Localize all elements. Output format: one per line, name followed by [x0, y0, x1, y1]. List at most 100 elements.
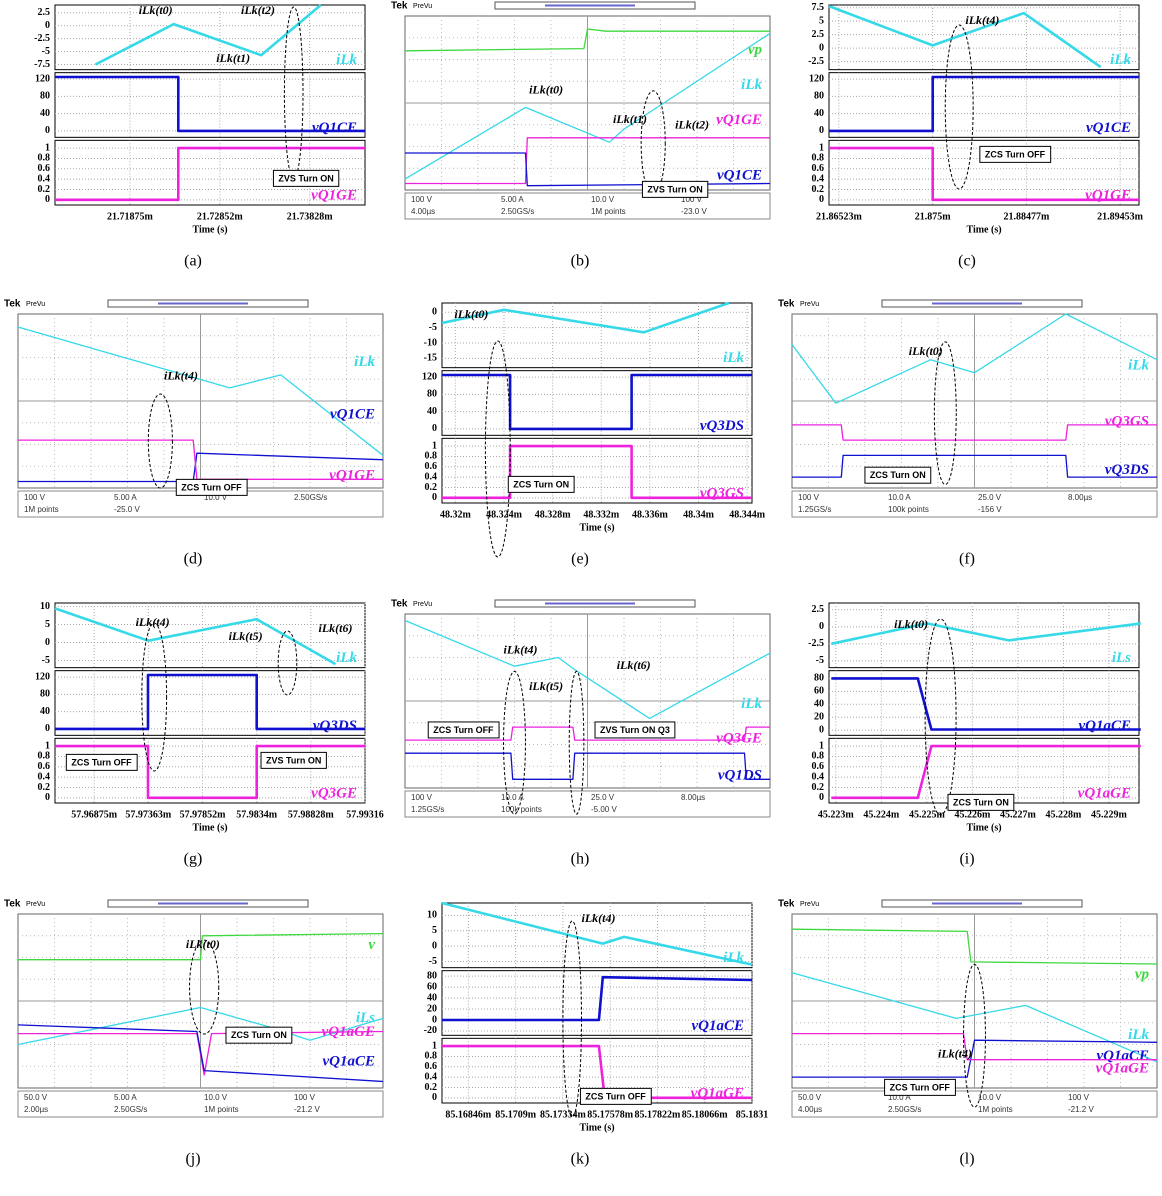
series-label: vQ1DS — [718, 767, 762, 783]
y-tick-label: -2.5 — [808, 56, 824, 67]
x-axis-title: Time (s) — [192, 822, 227, 833]
scope-info: 1.25GS/s — [798, 505, 831, 514]
y-tick-label: 0 — [45, 125, 50, 136]
x-tick-label: 57.98828m — [288, 809, 335, 820]
annotation: iLk(t4) — [582, 911, 616, 925]
y-tick-label: -10 — [424, 337, 437, 348]
scope-info-box — [405, 791, 770, 817]
x-tick-label: 21.71875m — [107, 211, 154, 222]
scope-mode: PreVu — [26, 901, 45, 908]
y-tick-label: 80 — [40, 91, 50, 102]
scope-info: 25.0 V — [591, 793, 615, 802]
scope-info: 10.0 A — [501, 793, 524, 802]
x-tick-label: 45.227m — [1000, 809, 1037, 820]
y-tick-label: 0 — [45, 792, 50, 803]
series-label: vQ1GE — [311, 187, 357, 203]
annotation: iLk(t0) — [894, 617, 928, 631]
series-label: vQ1aGE — [1078, 785, 1131, 801]
y-tick-label: 120 — [809, 73, 824, 84]
y-tick-label: 40 — [814, 699, 824, 710]
series-label: iLk — [336, 52, 357, 68]
scope-info: 100 V — [798, 493, 820, 502]
note: ZVS Turn ON — [647, 184, 702, 194]
scope-info: 100 V — [24, 493, 46, 502]
note: ZCS Turn OFF — [433, 725, 494, 735]
series-label: vQ3DS — [700, 418, 744, 434]
y-tick-label: 0 — [819, 125, 824, 136]
note: ZCS Turn OFF — [181, 482, 242, 492]
scope-brand: Tek — [778, 299, 795, 310]
y-tick-label: 40 — [814, 108, 824, 119]
scope-info: 1M points — [204, 1105, 239, 1114]
y-tick-label: 0 — [819, 724, 824, 735]
y-tick-label: 0.8 — [425, 1051, 438, 1062]
y-tick-label: -5 — [429, 322, 437, 333]
y-tick-label: -2.5 — [34, 33, 50, 44]
scope-info: 2.50GS/s — [114, 1105, 147, 1114]
scope-info: 5.00 A — [501, 195, 524, 204]
y-tick-label: 20 — [814, 712, 824, 723]
y-tick-label: 10 — [427, 910, 437, 921]
y-tick-label: 0.4 — [38, 771, 51, 782]
scope-mode: PreVu — [413, 3, 432, 10]
series-label: iLs — [1112, 650, 1131, 666]
series-label: vQ1aGE — [1096, 1060, 1149, 1076]
note: ZCS Turn OFF — [71, 757, 132, 767]
scope-info: 100k points — [888, 505, 929, 514]
y-tick-label: 7.5 — [812, 2, 825, 13]
y-tick-label: 60 — [427, 981, 437, 992]
y-tick-label: 40 — [427, 992, 437, 1003]
scope-info-box — [792, 1091, 1157, 1117]
series-label: vQ1CE — [330, 406, 375, 422]
y-tick-label: 0.2 — [38, 782, 51, 793]
y-tick-label: 20 — [427, 1003, 437, 1014]
y-tick-label: 0.2 — [38, 184, 51, 195]
y-tick-label: 0 — [432, 1014, 437, 1025]
annotation: iLk(t4) — [965, 13, 999, 27]
y-tick-label: 2.5 — [38, 7, 51, 18]
series-label: iLk — [354, 354, 375, 370]
series-label: vQ1GE — [1085, 187, 1131, 203]
note: ZCS Turn ON — [231, 1030, 287, 1040]
y-tick-label: -5 — [429, 956, 437, 967]
x-tick-label: 48.34m — [683, 509, 715, 520]
panel-label: (e) — [571, 551, 589, 568]
y-tick-label: 120 — [35, 671, 50, 682]
y-tick-label: 2.5 — [812, 29, 825, 40]
y-tick-label: 0.2 — [812, 782, 825, 793]
panel-label: (i) — [959, 851, 974, 868]
x-tick-label: 48.332m — [583, 509, 620, 520]
annotation: iLk(t5) — [229, 629, 263, 643]
y-tick-label: 40 — [40, 706, 50, 717]
scope-info: -21.2 V — [294, 1105, 320, 1114]
y-tick-label: 0.8 — [812, 751, 825, 762]
annotation: iLk(t2) — [675, 117, 709, 131]
annotation: iLk(t1) — [613, 112, 647, 126]
y-tick-label: 1 — [45, 740, 50, 751]
scope-info: 2.00µs — [24, 1105, 48, 1114]
y-tick-label: 0 — [432, 940, 437, 951]
note: ZCS Turn OFF — [890, 1082, 951, 1092]
y-tick-label: 1 — [819, 740, 824, 751]
series-label: vQ3DS — [313, 718, 357, 734]
annotation: iLk(t5) — [529, 679, 563, 693]
scope-info: 1M points — [978, 1105, 1013, 1114]
y-tick-label: 0.6 — [38, 761, 51, 772]
panel-label: (b) — [571, 253, 590, 270]
y-tick-label: 0.4 — [812, 771, 825, 782]
scope-brand: Tek — [4, 899, 21, 910]
series-label: iLk — [723, 950, 744, 966]
x-tick-label: 57.97363m — [125, 809, 172, 820]
scope-mode: PreVu — [26, 301, 45, 308]
x-tick-label: 45.223m — [818, 809, 855, 820]
series-label: vQ1CE — [717, 168, 762, 184]
y-tick-label: -20 — [424, 1025, 437, 1036]
x-tick-label: 45.229m — [1091, 809, 1128, 820]
y-tick-label: 0 — [819, 194, 824, 205]
series-label: vQ1CE — [1086, 120, 1131, 136]
scope-info: -156 V — [978, 505, 1002, 514]
scope-mode: PreVu — [413, 601, 432, 608]
scope-info: 100k points — [501, 805, 542, 814]
annotation: iLk(t0) — [909, 344, 943, 358]
series-label: v — [368, 937, 375, 953]
